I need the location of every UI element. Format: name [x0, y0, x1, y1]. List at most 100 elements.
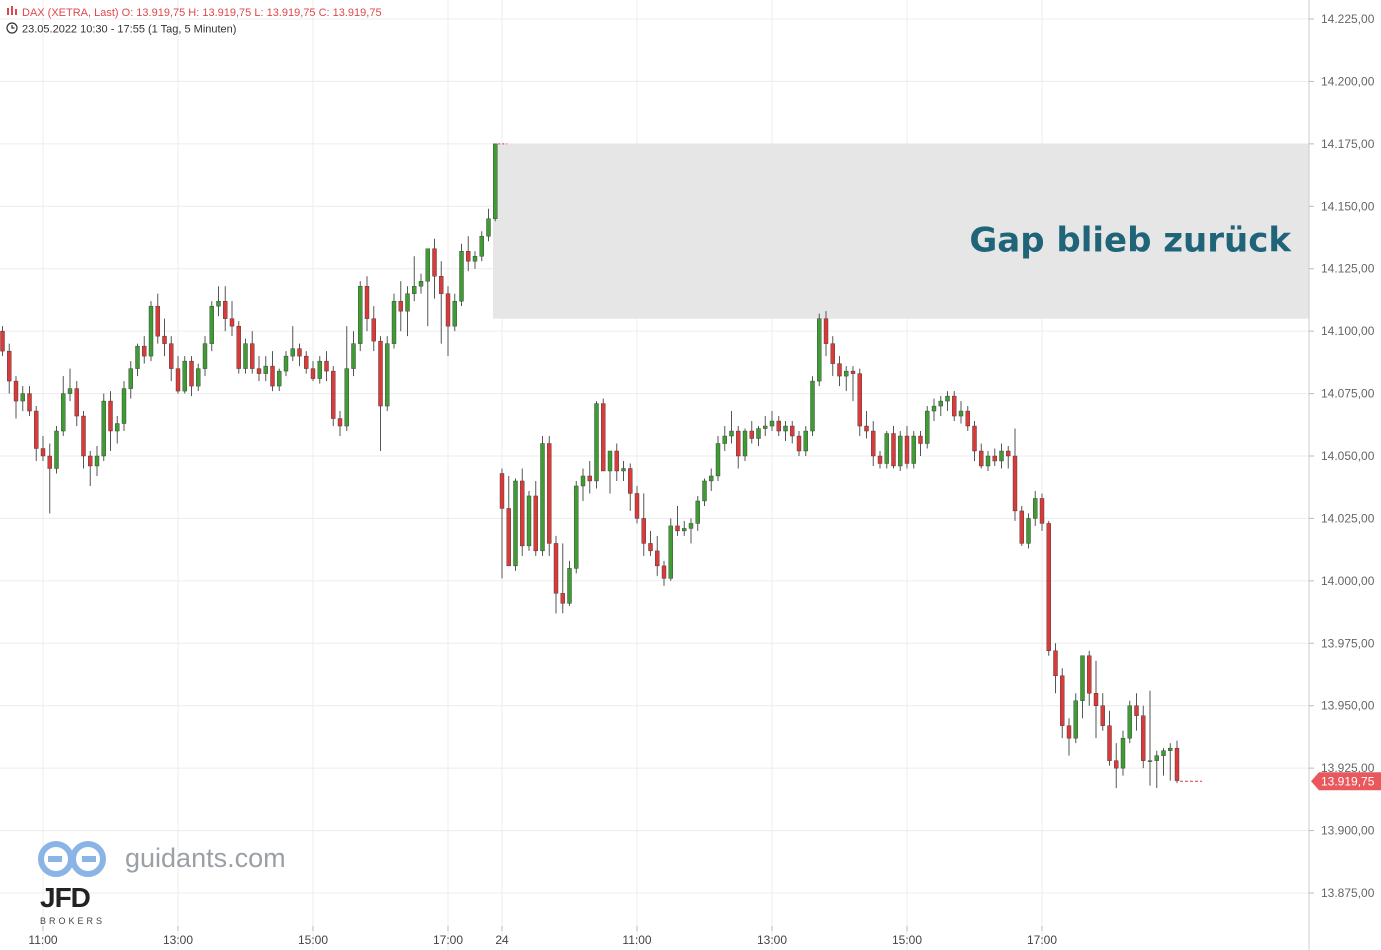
candle-body [425, 248, 430, 282]
candle-body [594, 403, 599, 482]
candle-body [621, 468, 626, 472]
candle-body [94, 455, 100, 467]
candle-body [209, 305, 214, 344]
candle-body [918, 435, 923, 444]
candle-body [709, 475, 714, 482]
x-tick-label: 11:00 [622, 933, 651, 947]
y-tick-label: 14.100,00 [1321, 324, 1375, 338]
candle-body [999, 450, 1004, 462]
y-tick-label: 14.125,00 [1321, 262, 1375, 276]
candle-body [391, 300, 397, 344]
candle-body [20, 393, 25, 402]
candle-body [803, 430, 808, 452]
candle-body [88, 455, 93, 467]
candle-body [641, 518, 646, 544]
candle-body [331, 370, 336, 419]
candle-body [790, 425, 795, 437]
candle-body [351, 343, 356, 369]
y-tick-label: 14.050,00 [1321, 449, 1375, 463]
candle-body [1141, 715, 1146, 761]
candle-body [628, 468, 633, 494]
candle-body [385, 343, 390, 407]
candle-body [1019, 510, 1024, 544]
y-tick-label: 14.225,00 [1321, 12, 1375, 26]
y-tick-label: 14.000,00 [1321, 574, 1375, 588]
candle-body [304, 355, 309, 369]
candle-body [371, 318, 376, 342]
candle-body [182, 360, 187, 392]
candle-body [715, 443, 721, 477]
candle-body [1060, 675, 1065, 726]
candle-body [648, 543, 653, 552]
candle-body [985, 455, 991, 467]
candle-body [1006, 450, 1011, 457]
candle-body [736, 430, 741, 457]
y-tick-label: 13.975,00 [1321, 636, 1375, 650]
candle-body [783, 425, 788, 432]
grid [0, 0, 1309, 950]
candle-body [439, 276, 444, 294]
candle-body [74, 388, 79, 417]
candle-body [175, 368, 181, 392]
candle-body [0, 330, 5, 352]
candle-body [142, 345, 147, 357]
candle-body [148, 305, 154, 357]
y-tick-label: 13.950,00 [1321, 699, 1375, 713]
candle-body [452, 300, 457, 327]
candle-body [938, 400, 943, 407]
candle-body [1100, 705, 1105, 726]
candle-body [283, 355, 289, 372]
candle-body [945, 395, 950, 402]
y-tick-label: 14.075,00 [1321, 387, 1375, 401]
candle-body [1012, 455, 1018, 512]
guidants-logo-icon [38, 840, 108, 885]
jfd-brokers: BROKERS [40, 916, 106, 926]
instrument-info: DAX (XETRA, Last) O: 13.919,75 H: 13.919… [6, 6, 382, 20]
candle-body [1147, 760, 1153, 762]
candle-body [749, 430, 754, 439]
x-axis: 11:00 13:00 15:00 17:00 24 11:00 13:00 15:00 17:… [28, 926, 1057, 947]
candle-body [155, 305, 160, 337]
candle-body [695, 500, 700, 524]
candle-body [243, 343, 248, 369]
candle-body [796, 435, 802, 452]
candle-body [817, 318, 822, 382]
candle-body [992, 455, 997, 462]
candle-body [661, 565, 667, 579]
x-tick-label: 13:00 [163, 933, 193, 947]
candle-body [337, 418, 343, 427]
candle-body [378, 340, 383, 407]
chart-icon [6, 6, 18, 20]
candle-body [587, 475, 592, 482]
candle-body [499, 473, 505, 509]
candle-body [958, 410, 964, 417]
candle-body [634, 493, 640, 519]
candle-body [601, 403, 606, 472]
candle-body [756, 428, 761, 439]
candle-body [412, 285, 417, 294]
price-tag: 13.919,75 [1321, 774, 1375, 788]
candle-body [931, 405, 937, 412]
candle-body [216, 300, 221, 307]
candle-body [128, 368, 133, 389]
candle-body [844, 370, 849, 377]
candle-body [607, 450, 613, 472]
candle-body [1134, 705, 1139, 716]
candle-body [101, 400, 106, 457]
candle-body [904, 435, 910, 464]
candle-body [911, 435, 916, 464]
candle-body [81, 415, 86, 457]
candle-body [1026, 518, 1031, 544]
candle-body [1120, 737, 1126, 769]
candle-body [513, 480, 518, 567]
candle-body [459, 251, 464, 302]
candle-body [479, 236, 484, 257]
candle-body [614, 450, 619, 472]
candle-body [553, 543, 559, 594]
candle-body [256, 368, 262, 374]
candle-body [1073, 700, 1078, 739]
candle-body [1080, 655, 1085, 701]
candle-body [776, 420, 781, 432]
candle-body [506, 508, 511, 567]
candle-body [533, 495, 538, 552]
